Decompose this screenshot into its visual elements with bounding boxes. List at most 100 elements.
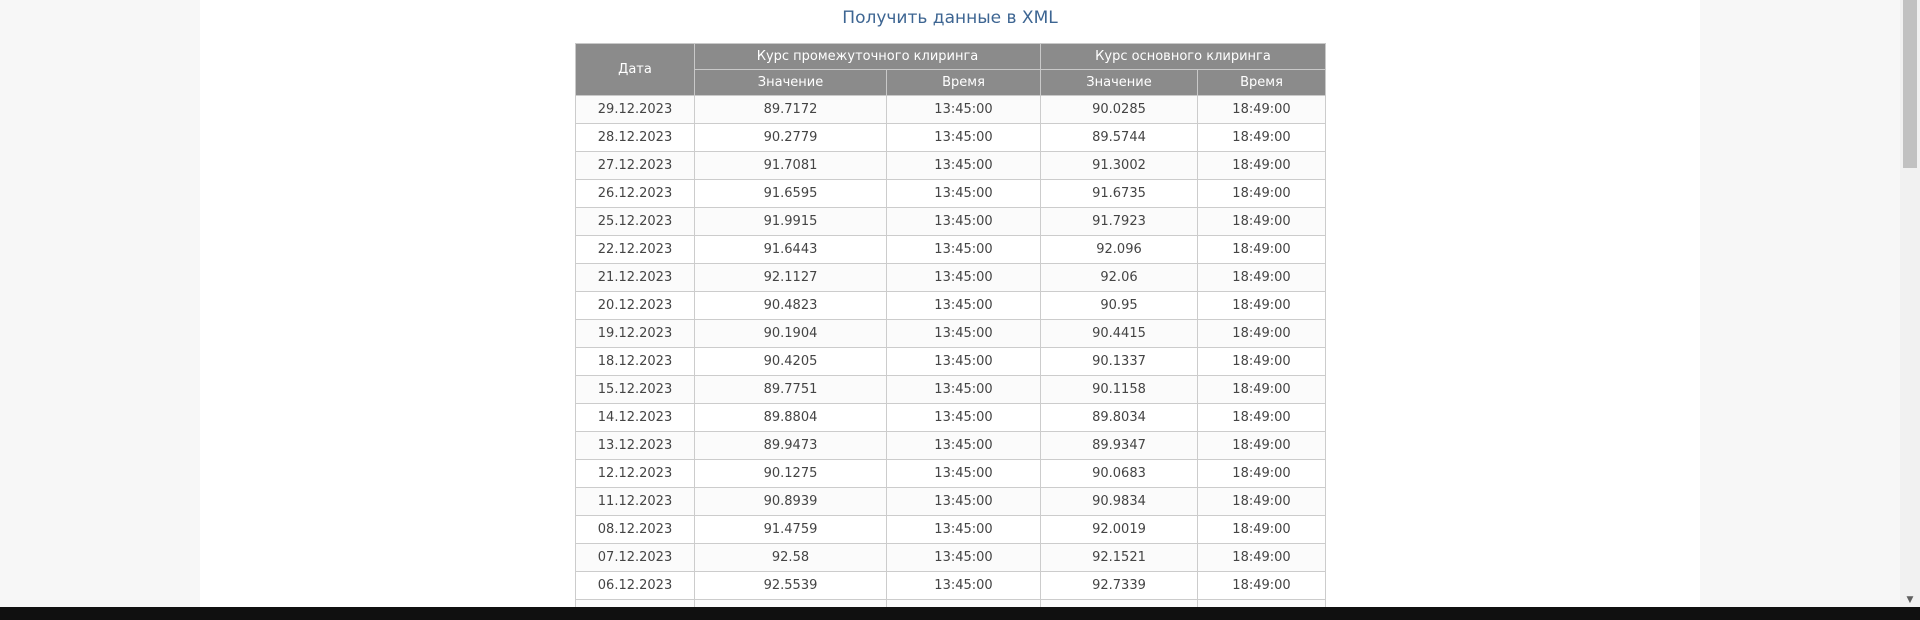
get-xml-link[interactable]: Получить данные в XML — [842, 8, 1058, 28]
header-intermediate-value: Значение — [694, 69, 887, 96]
page-content: Получить данные в XML Дата Курс промежут… — [200, 0, 1700, 607]
cell-intermediate-value: 90.4823 — [694, 291, 887, 320]
table-row: 20.12.2023 90.4823 13:45:00 90.95 18:49:00 — [575, 291, 1326, 320]
cell-date: 12.12.2023 — [575, 459, 695, 488]
cell-date: 27.12.2023 — [575, 151, 695, 180]
cell-main-value: 90.9834 — [1040, 487, 1198, 516]
cell-date: 29.12.2023 — [575, 95, 695, 124]
cell-intermediate-value: 91.9915 — [694, 207, 887, 236]
cell-intermediate-time: 13:45:00 — [886, 543, 1041, 572]
cell-intermediate-time: 13:45:00 — [886, 487, 1041, 516]
cell-main-time: 18:49:00 — [1197, 515, 1326, 544]
table-row: 14.12.2023 89.8804 13:45:00 89.8034 18:49:00 — [575, 403, 1326, 432]
cell-intermediate-time: 13:45:00 — [886, 95, 1041, 124]
cell-main-time: 18:49:00 — [1197, 263, 1326, 292]
cell-main-value: 89.9347 — [1040, 431, 1198, 460]
cell-intermediate-time: 13:45:00 — [886, 235, 1041, 264]
cell-main-time: 18:49:00 — [1197, 95, 1326, 124]
cell-main-value: 92.7339 — [1040, 571, 1198, 600]
cell-date: 07.12.2023 — [575, 543, 695, 572]
table-row: 11.12.2023 90.8939 13:45:00 90.9834 18:49:00 — [575, 487, 1326, 516]
cell-intermediate-value: 91.7081 — [694, 151, 887, 180]
cell-date: 14.12.2023 — [575, 403, 695, 432]
cell-intermediate-time: 13:45:00 — [886, 123, 1041, 152]
cell-intermediate-time: 13:45:00 — [886, 319, 1041, 348]
cell-intermediate-value: 92.1127 — [694, 263, 887, 292]
cell-intermediate-value: 90.1904 — [694, 319, 887, 348]
header-intermediate-time: Время — [886, 69, 1041, 96]
cell-intermediate-time: 13:45:00 — [886, 207, 1041, 236]
cell-date: 06.12.2023 — [575, 571, 695, 600]
cell-intermediate-value: 89.9473 — [694, 431, 887, 460]
cell-main-value: 90.4415 — [1040, 319, 1198, 348]
cell-intermediate-time: 13:45:00 — [886, 403, 1041, 432]
table-row — [575, 599, 1326, 607]
cell-main-value: 92.06 — [1040, 263, 1198, 292]
table-row: 08.12.2023 91.4759 13:45:00 92.0019 18:49:00 — [575, 515, 1326, 544]
table-row: 13.12.2023 89.9473 13:45:00 89.9347 18:49:00 — [575, 431, 1326, 460]
cell-main-time: 18:49:00 — [1197, 571, 1326, 600]
cell-main-time: 18:49:00 — [1197, 291, 1326, 320]
cell-date: 21.12.2023 — [575, 263, 695, 292]
cell-main-time: 18:49:00 — [1197, 375, 1326, 404]
cell-main-time: 18:49:00 — [1197, 459, 1326, 488]
cell-date: 15.12.2023 — [575, 375, 695, 404]
table-row: 18.12.2023 90.4205 13:45:00 90.1337 18:49:00 — [575, 347, 1326, 376]
cell-date: 28.12.2023 — [575, 123, 695, 152]
cell-main-time: 18:49:00 — [1197, 207, 1326, 236]
cell-intermediate-value: 89.8804 — [694, 403, 887, 432]
cell-main-time — [1197, 599, 1326, 607]
cell-main-value: 92.0019 — [1040, 515, 1198, 544]
browser-viewport: Получить данные в XML Дата Курс промежут… — [200, 0, 1700, 607]
table-row: 15.12.2023 89.7751 13:45:00 90.1158 18:49:00 — [575, 375, 1326, 404]
table-row: 22.12.2023 91.6443 13:45:00 92.096 18:49:00 — [575, 235, 1326, 264]
cell-intermediate-time — [886, 599, 1041, 607]
cell-intermediate-value: 92.5539 — [694, 571, 887, 600]
cell-main-value: 89.8034 — [1040, 403, 1198, 432]
header-main-value: Значение — [1040, 69, 1198, 96]
table-row: 21.12.2023 92.1127 13:45:00 92.06 18:49:00 — [575, 263, 1326, 292]
table-row: 26.12.2023 91.6595 13:45:00 91.6735 18:49:00 — [575, 179, 1326, 208]
cell-main-time: 18:49:00 — [1197, 179, 1326, 208]
cell-main-value: 91.6735 — [1040, 179, 1198, 208]
clearing-rates-table: Дата Курс промежуточного клиринга Курс о… — [575, 43, 1326, 607]
cell-main-time: 18:49:00 — [1197, 543, 1326, 572]
cell-main-value: 92.1521 — [1040, 543, 1198, 572]
cell-intermediate-value: 91.6443 — [694, 235, 887, 264]
cell-intermediate-value: 90.1275 — [694, 459, 887, 488]
cell-intermediate-time: 13:45:00 — [886, 151, 1041, 180]
cell-intermediate-time: 13:45:00 — [886, 431, 1041, 460]
cell-intermediate-value — [694, 599, 887, 607]
cell-main-time: 18:49:00 — [1197, 403, 1326, 432]
scroll-down-arrow-icon[interactable]: ▼ — [1906, 595, 1914, 605]
cell-main-value: 90.0285 — [1040, 95, 1198, 124]
vertical-scrollbar[interactable]: ▲ ▼ — [1900, 0, 1920, 607]
cell-date: 22.12.2023 — [575, 235, 695, 264]
scrollbar-thumb[interactable] — [1903, 0, 1917, 168]
cell-intermediate-value: 90.8939 — [694, 487, 887, 516]
cell-intermediate-time: 13:45:00 — [886, 459, 1041, 488]
cell-main-time: 18:49:00 — [1197, 431, 1326, 460]
cell-date: 11.12.2023 — [575, 487, 695, 516]
cell-date: 19.12.2023 — [575, 319, 695, 348]
cell-main-time: 18:49:00 — [1197, 347, 1326, 376]
cell-intermediate-value: 89.7751 — [694, 375, 887, 404]
cell-intermediate-value: 89.7172 — [694, 95, 887, 124]
cell-intermediate-time: 13:45:00 — [886, 179, 1041, 208]
table-row: 12.12.2023 90.1275 13:45:00 90.0683 18:49:00 — [575, 459, 1326, 488]
cell-intermediate-time: 13:45:00 — [886, 347, 1041, 376]
cell-main-value: 91.7923 — [1040, 207, 1198, 236]
table-row: 27.12.2023 91.7081 13:45:00 91.3002 18:49:00 — [575, 151, 1326, 180]
table-row: 19.12.2023 90.1904 13:45:00 90.4415 18:49:00 — [575, 319, 1326, 348]
cell-date: 20.12.2023 — [575, 291, 695, 320]
cell-main-value: 90.1337 — [1040, 347, 1198, 376]
header-intermediate-clearing: Курс промежуточного клиринга — [694, 43, 1041, 70]
cell-main-time: 18:49:00 — [1197, 123, 1326, 152]
table-row: 29.12.2023 89.7172 13:45:00 90.0285 18:49:00 — [575, 95, 1326, 124]
cell-main-time: 18:49:00 — [1197, 487, 1326, 516]
cell-intermediate-value: 91.6595 — [694, 179, 887, 208]
table-row: 25.12.2023 91.9915 13:45:00 91.7923 18:49:00 — [575, 207, 1326, 236]
cell-main-value: 90.1158 — [1040, 375, 1198, 404]
cell-main-time: 18:49:00 — [1197, 235, 1326, 264]
cell-main-value: 90.0683 — [1040, 459, 1198, 488]
